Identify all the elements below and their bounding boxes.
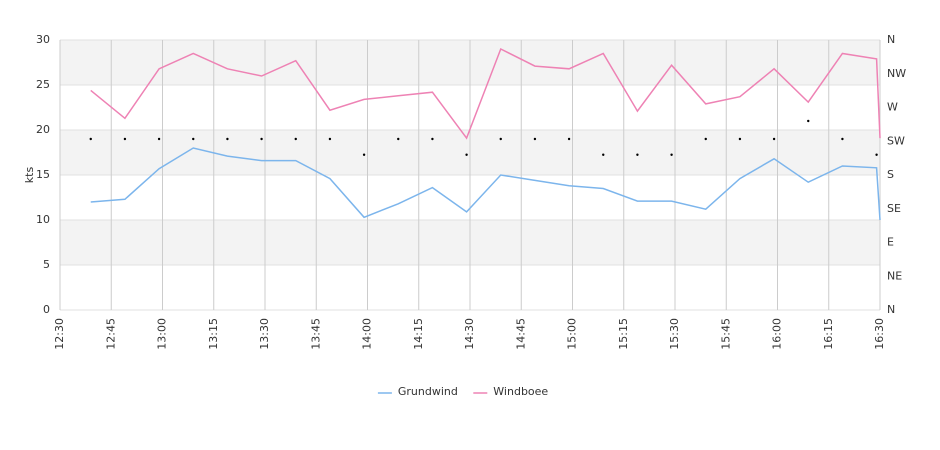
- x-tick-label: 15:15: [617, 318, 630, 350]
- x-tick-label: 16:15: [822, 318, 835, 350]
- x-tick-label: 14:30: [463, 318, 476, 350]
- y-tick-label: 5: [43, 258, 50, 271]
- y-tick-label: 15: [36, 168, 50, 181]
- direction-dot: [362, 153, 366, 156]
- direction-dot: [738, 137, 742, 141]
- y-axis-label: kts: [23, 167, 36, 184]
- direction-dot: [841, 137, 844, 141]
- y-tick-label: 10: [36, 213, 50, 226]
- y-tick-label: 20: [36, 123, 50, 136]
- x-tick-label: 13:15: [207, 318, 220, 350]
- y2-tick-label: N: [887, 33, 895, 46]
- x-tick-label: 15:30: [668, 318, 681, 350]
- x-tick-label: 12:30: [53, 318, 66, 350]
- direction-dot: [465, 153, 468, 156]
- x-tick-label: 13:45: [309, 318, 322, 350]
- direction-dot: [533, 137, 537, 141]
- direction-dot: [567, 137, 571, 141]
- direction-dot: [670, 153, 673, 156]
- y-tick-label: 0: [43, 303, 50, 316]
- data-line: [90, 47, 881, 140]
- direction-dot: [602, 153, 605, 156]
- x-tick-label: 15:45: [719, 318, 732, 350]
- x-tick-label: 13:00: [156, 318, 169, 350]
- direction-dot: [807, 119, 810, 123]
- legend-label: Grundwind: [398, 385, 458, 398]
- direction-dot: [192, 137, 195, 141]
- direction-dot: [772, 137, 776, 141]
- direction-dot: [89, 137, 92, 141]
- y2-tick-label: E: [887, 236, 894, 249]
- y-tick-label: 30: [36, 33, 50, 46]
- x-tick-label: 14:15: [412, 318, 425, 350]
- y2-tick-label: W: [887, 101, 898, 114]
- direction-dot: [260, 137, 263, 141]
- direction-dot: [123, 137, 127, 141]
- direction-dot: [328, 137, 332, 141]
- legend-item: Grundwind: [377, 385, 458, 398]
- x-tick-label: 14:45: [514, 318, 527, 350]
- legend-label: Windboee: [493, 385, 548, 398]
- y2-tick-label: NE: [887, 269, 902, 282]
- direction-dot: [294, 137, 297, 141]
- y2-tick-label: NW: [887, 67, 906, 80]
- direction-dot: [226, 137, 229, 141]
- x-tick-label: 14:00: [361, 318, 374, 350]
- direction-dot: [636, 153, 639, 156]
- x-tick-label: 12:45: [104, 318, 117, 350]
- direction-dot: [875, 153, 878, 156]
- direction-dot: [157, 137, 161, 141]
- direction-dot: [431, 137, 434, 141]
- y2-tick-label: SW: [887, 134, 905, 147]
- y2-tick-label: N: [887, 303, 895, 316]
- x-tick-label: 13:30: [258, 318, 271, 350]
- data-line: [90, 147, 881, 221]
- legend-item: Windboee: [473, 385, 548, 398]
- y2-tick-label: S: [887, 168, 894, 181]
- direction-dot: [499, 137, 502, 141]
- x-tick-label: 15:00: [566, 318, 579, 350]
- y-tick-label: 25: [36, 78, 50, 91]
- direction-dot: [397, 137, 400, 141]
- x-tick-label: 16:00: [771, 318, 784, 350]
- y2-tick-label: SE: [887, 202, 901, 215]
- x-tick-label: 16:30: [873, 318, 886, 350]
- direction-dot: [704, 137, 707, 141]
